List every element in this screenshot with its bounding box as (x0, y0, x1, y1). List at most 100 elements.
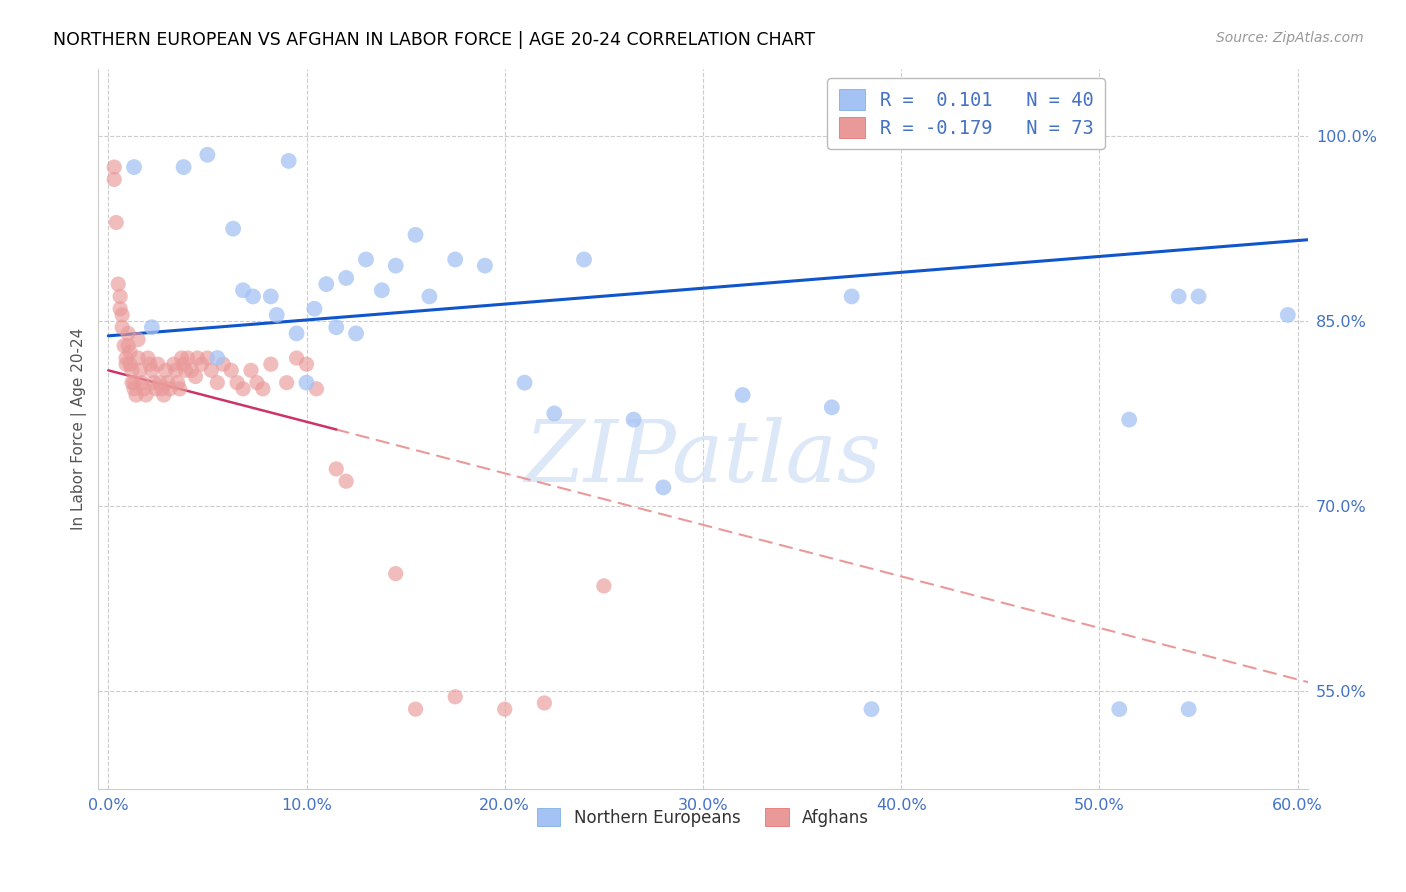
Point (174, 363, 197, 377)
Point (1277, 308, 1299, 322)
Point (117, 339, 139, 353)
Point (1177, 702, 1199, 716)
Point (232, 283, 254, 297)
Point (107, 277, 129, 292)
Point (145, 382, 167, 396)
Point (623, 412, 645, 426)
Point (146, 357, 169, 371)
Point (111, 320, 134, 334)
Point (207, 376, 229, 390)
Point (305, 382, 328, 396)
Point (108, 301, 131, 316)
Point (295, 376, 318, 390)
Point (141, 320, 163, 334)
Point (135, 388, 157, 402)
Point (860, 702, 883, 716)
Point (120, 344, 142, 359)
Point (232, 382, 254, 396)
Point (169, 382, 191, 396)
Point (405, 702, 427, 716)
Point (513, 376, 536, 390)
Point (444, 252, 467, 267)
Point (533, 696, 555, 710)
Point (159, 382, 181, 396)
Point (1187, 289, 1209, 303)
Point (103, 172, 125, 186)
Text: ZIPatlas: ZIPatlas (524, 417, 882, 499)
Point (176, 351, 198, 365)
Point (384, 259, 406, 273)
Point (543, 407, 565, 421)
Point (841, 289, 863, 303)
Point (129, 363, 152, 377)
Point (242, 289, 264, 303)
Point (125, 388, 148, 402)
Point (240, 363, 263, 377)
Point (371, 283, 394, 297)
Point (276, 376, 298, 390)
Point (444, 690, 467, 704)
Point (115, 357, 138, 371)
Point (325, 462, 347, 476)
Point (260, 289, 283, 303)
Point (155, 363, 177, 377)
Point (190, 357, 212, 371)
Point (195, 351, 218, 365)
Point (122, 376, 145, 390)
Point (384, 566, 406, 581)
Text: NORTHERN EUROPEAN VS AFGHAN IN LABOR FORCE | AGE 20-24 CORRELATION CHART: NORTHERN EUROPEAN VS AFGHAN IN LABOR FOR… (53, 31, 815, 49)
Point (186, 351, 208, 365)
Point (103, 160, 125, 174)
Point (212, 357, 235, 371)
Point (150, 382, 173, 396)
Point (166, 376, 188, 390)
Point (731, 388, 754, 402)
Point (325, 320, 347, 334)
Point (142, 376, 165, 390)
Point (180, 363, 202, 377)
Point (304, 301, 326, 316)
Point (165, 363, 187, 377)
Point (127, 333, 149, 347)
Point (121, 376, 143, 390)
Point (136, 351, 159, 365)
Point (260, 357, 283, 371)
Point (821, 401, 844, 415)
Point (173, 357, 195, 371)
Point (266, 308, 288, 322)
Point (1118, 412, 1140, 426)
Point (222, 221, 245, 235)
Point (170, 351, 193, 365)
Point (105, 215, 128, 229)
Point (494, 702, 516, 716)
Point (195, 147, 218, 161)
Point (1108, 702, 1130, 716)
Point (121, 363, 143, 377)
Point (246, 376, 269, 390)
Point (592, 579, 614, 593)
Point (141, 363, 163, 377)
Point (122, 160, 145, 174)
Point (219, 363, 242, 377)
Point (474, 259, 496, 273)
Point (111, 308, 134, 322)
Point (572, 252, 595, 267)
Point (156, 376, 179, 390)
Point (120, 357, 142, 371)
Legend: Northern Europeans, Afghans: Northern Europeans, Afghans (529, 800, 877, 835)
Point (117, 326, 139, 341)
Text: Source: ZipAtlas.com: Source: ZipAtlas.com (1216, 31, 1364, 45)
Point (344, 326, 367, 341)
Point (252, 382, 274, 396)
Point (122, 382, 145, 396)
Point (354, 252, 377, 267)
Point (163, 357, 186, 371)
Point (139, 357, 162, 371)
Point (132, 382, 155, 396)
Point (200, 363, 222, 377)
Point (184, 369, 207, 384)
Point (285, 326, 308, 341)
Point (277, 153, 299, 168)
Point (418, 289, 440, 303)
Point (285, 351, 308, 365)
